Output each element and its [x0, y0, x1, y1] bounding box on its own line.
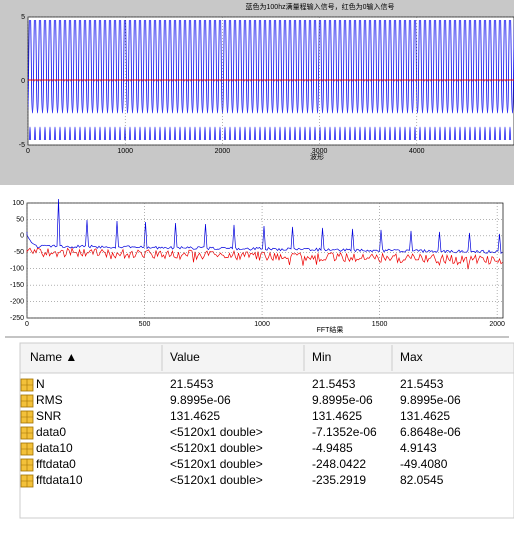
var-icon-grid: [21, 395, 33, 407]
column-header: Min: [312, 350, 331, 364]
y-tick-label: -50: [14, 249, 24, 256]
var-icon-grid: [21, 427, 33, 439]
cell: fftdata0: [36, 457, 76, 471]
var-icon-grid: [21, 379, 33, 391]
workspace-table: Name ▲ Value Min Max N 21.5453 21.5453 21.5453 R…: [19, 342, 514, 519]
column-header: Value: [170, 350, 200, 364]
y-tick-label: -150: [10, 282, 24, 289]
cell: 21.5453: [170, 377, 214, 391]
cell: <5120x1 double>: [170, 425, 263, 439]
var-icon-grid: [21, 411, 33, 423]
top-title: 蓝色为100hz满量程输入信号，红色为0输入信号: [246, 2, 395, 11]
table-header: [19, 342, 514, 374]
x-tick-label: 1000: [117, 148, 133, 155]
column-header: Name ▲: [30, 350, 77, 364]
var-icon-grid: [21, 475, 33, 487]
x-tick-label: 1500: [372, 321, 388, 328]
x-tick-label: 4000: [409, 148, 425, 155]
cell: -7.1352e-06: [312, 425, 377, 439]
cell: 9.8995e-06: [312, 393, 373, 407]
y-tick-label: -100: [10, 266, 24, 273]
y-tick-label: 0: [20, 233, 24, 240]
x-tick-label: 0: [26, 148, 30, 155]
bottom-axes: [26, 202, 504, 319]
cell: RMS: [36, 393, 63, 407]
x-tick-label: 2000: [215, 148, 231, 155]
cell: <5120x1 double>: [170, 457, 263, 471]
cell: <5120x1 double>: [170, 473, 263, 487]
x-tick-label: 3000: [312, 148, 328, 155]
cell: 9.8995e-06: [170, 393, 231, 407]
y-tick-label: 0: [21, 78, 25, 85]
cell: -235.2919: [312, 473, 366, 487]
cell: <5120x1 double>: [170, 441, 263, 455]
cell: SNR: [36, 409, 62, 423]
cell: 82.0545: [400, 473, 444, 487]
cell: 21.5453: [400, 377, 444, 391]
x-tick-label: 1000: [254, 321, 270, 328]
cell: 9.8995e-06: [400, 393, 461, 407]
y-tick-label: 5: [21, 14, 25, 21]
var-icon-grid: [21, 443, 33, 455]
cell: -248.0422: [312, 457, 366, 471]
cell: fftdata10: [36, 473, 83, 487]
cell: 21.5453: [312, 377, 356, 391]
cell: -4.9485: [312, 441, 353, 455]
y-tick-label: -5: [19, 142, 25, 149]
table-body: [19, 372, 514, 519]
y-tick-label: -250: [10, 315, 24, 322]
cell: 131.4625: [312, 409, 362, 423]
x-tick-label: 2000: [489, 321, 505, 328]
column-header: Max: [400, 350, 423, 364]
cell: -49.4080: [400, 457, 448, 471]
x-tick-label: 0: [25, 321, 29, 328]
y-tick-label: 50: [16, 216, 24, 223]
y-tick-label: 100: [12, 200, 24, 207]
cell: 131.4625: [400, 409, 450, 423]
cell: 4.9143: [400, 441, 437, 455]
cell: 6.8648e-06: [400, 425, 461, 439]
cell: 131.4625: [170, 409, 220, 423]
var-icon-grid: [21, 459, 33, 471]
cell: data10: [36, 441, 73, 455]
cell: N: [36, 377, 45, 391]
cell: data0: [36, 425, 66, 439]
bottom-xlabel: FFT结果: [317, 325, 344, 334]
y-tick-label: -200: [10, 298, 24, 305]
top-xlabel: 波形: [310, 152, 324, 161]
x-tick-label: 500: [139, 321, 151, 328]
